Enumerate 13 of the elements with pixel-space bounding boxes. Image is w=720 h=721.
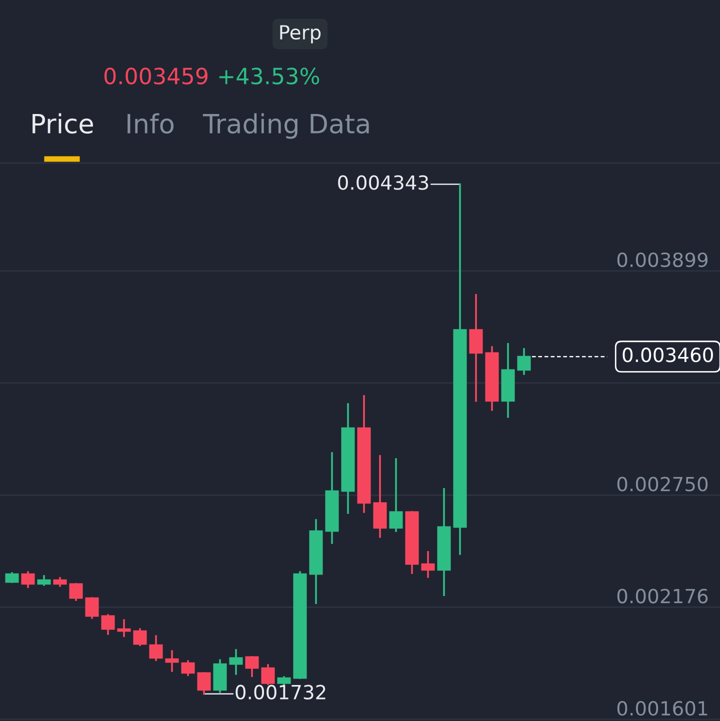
y-tick-label: 0.002176 <box>617 588 708 604</box>
y-tick-label: 0.003899 <box>617 252 708 268</box>
y-tick-label: 0.001601 <box>617 700 708 716</box>
text: Price <box>32 113 93 134</box>
text: +43.53% <box>219 68 320 84</box>
text: Perp <box>280 25 321 44</box>
text: 0.003459 <box>104 68 208 84</box>
annotation: 0.001732 <box>236 684 326 700</box>
ref-line-label: 0.003460 <box>622 348 713 362</box>
text: Trading Data <box>202 113 369 139</box>
y-tick-label: 0.002750 <box>617 476 708 492</box>
annotation: 0.004343 <box>338 175 428 190</box>
text: Info <box>128 113 174 134</box>
